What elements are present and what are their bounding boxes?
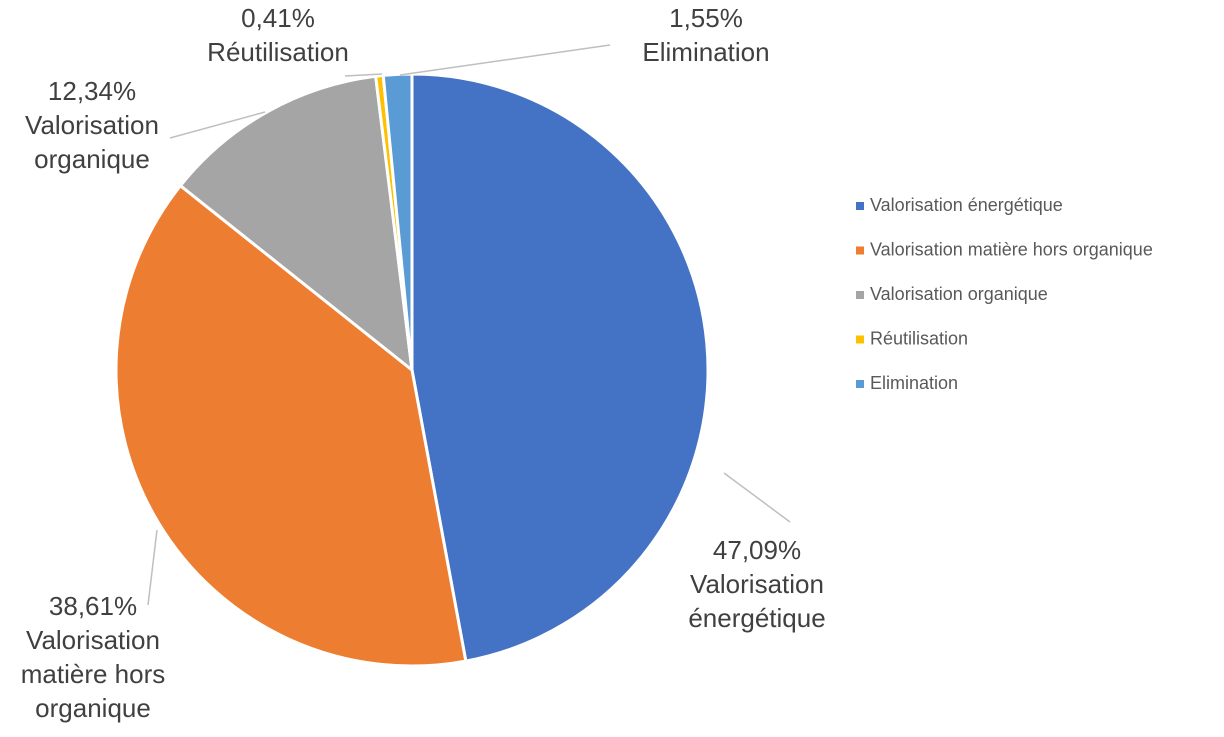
- pie-slice: [410, 72, 710, 663]
- pie-slice: [114, 183, 468, 668]
- legend-swatch: [856, 335, 864, 344]
- leader-line: [399, 44, 611, 76]
- legend-label: Valorisation énergétique: [870, 195, 1063, 215]
- data-label: 38,61%: [49, 591, 137, 621]
- legend-label: Elimination: [870, 373, 958, 393]
- legend-label: Valorisation organique: [870, 284, 1048, 304]
- legend-swatch: [856, 291, 864, 299]
- data-label-category: Valorisation organique: [25, 110, 159, 174]
- legend-swatch: [856, 380, 864, 388]
- data-label: 12,34%: [48, 76, 136, 106]
- legend-label: Réutilisation: [870, 328, 968, 348]
- data-label-category: Elimination: [642, 37, 769, 67]
- leader-line: [169, 111, 266, 139]
- leader-line: [147, 529, 158, 606]
- data-label-category: Valorisation énergétique: [688, 569, 825, 633]
- leader-line: [344, 73, 383, 77]
- legend-label: Valorisation matière hors organique: [870, 239, 1153, 259]
- leader-line: [723, 472, 791, 523]
- data-label: 47,09%: [713, 535, 801, 565]
- pie-slice: [178, 74, 414, 374]
- data-label: 1,55%: [669, 3, 743, 33]
- legend-swatch: [856, 246, 864, 255]
- data-label: 0,41%: [241, 3, 315, 33]
- data-label-category: Valorisation matière hors organique: [21, 625, 166, 723]
- legend-swatch: [856, 202, 864, 210]
- data-label-category: Réutilisation: [207, 37, 349, 67]
